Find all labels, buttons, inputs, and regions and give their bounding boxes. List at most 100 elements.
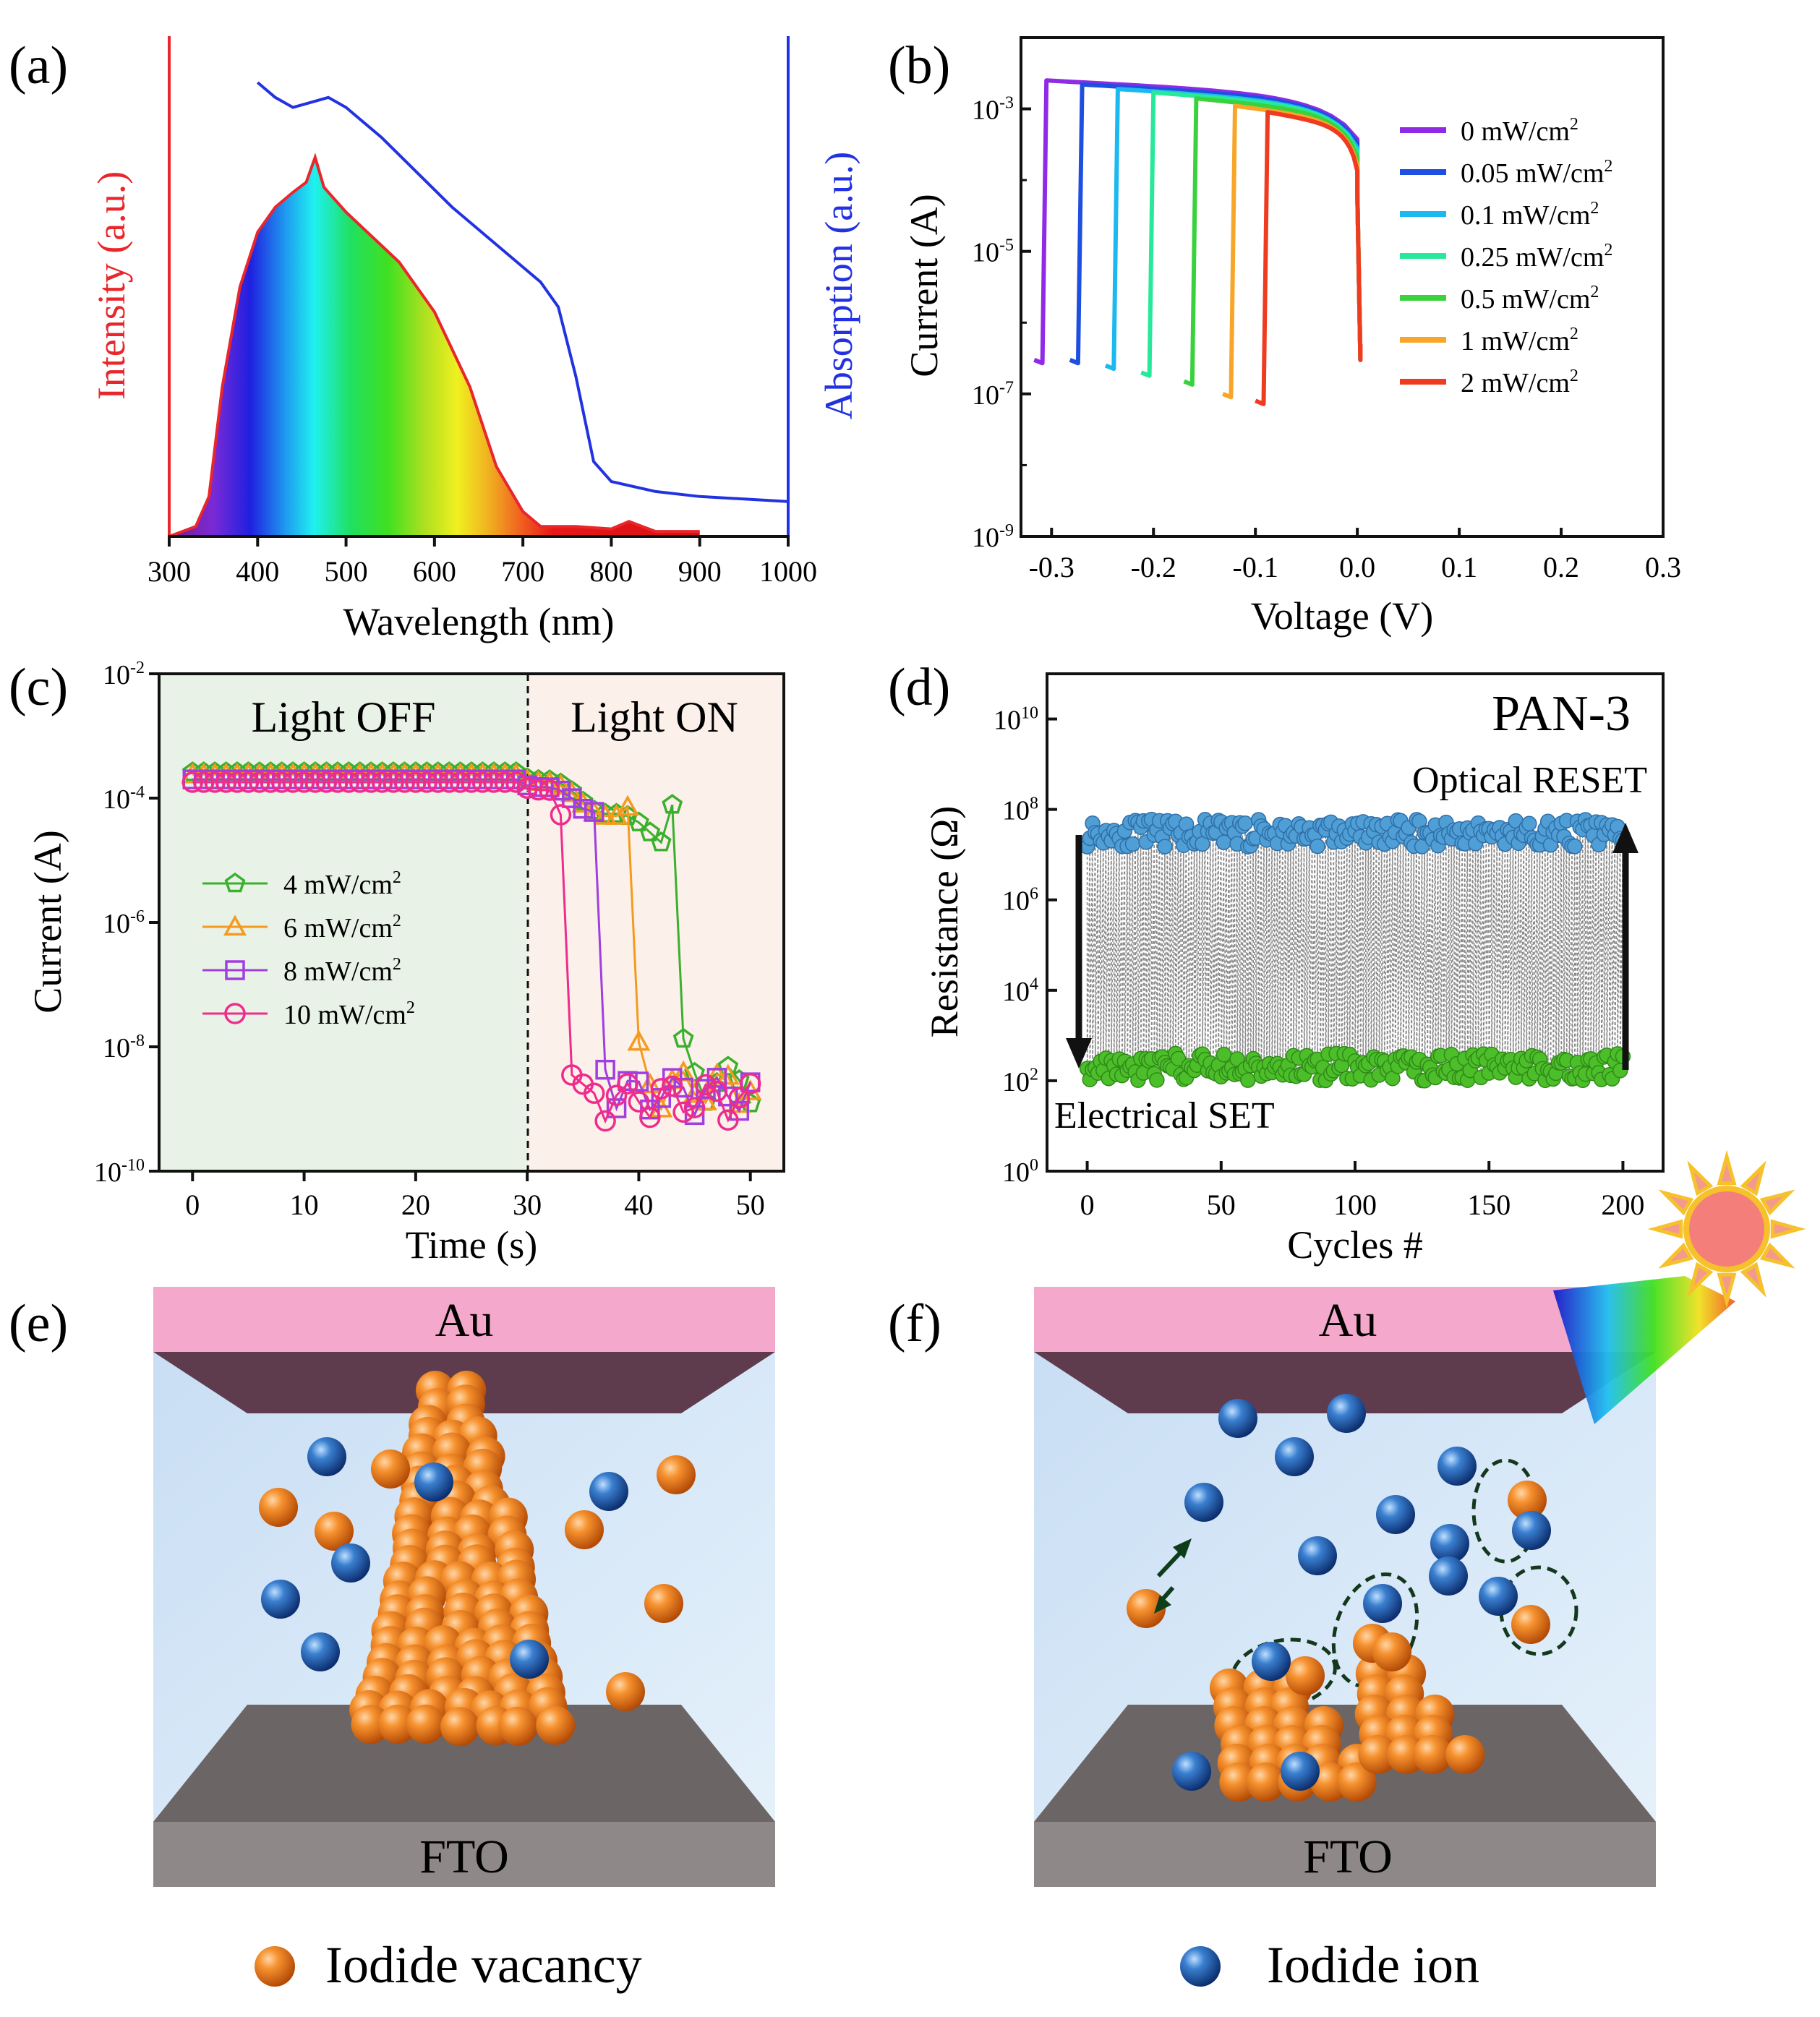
iodide-ion bbox=[261, 1580, 300, 1619]
data-marker-c bbox=[224, 1003, 246, 1024]
data-marker-c bbox=[371, 771, 393, 793]
iodide-vacancy bbox=[440, 1707, 480, 1747]
iodide-ion bbox=[1430, 1524, 1469, 1563]
x-tick-label-b: 0.0 bbox=[1339, 551, 1375, 583]
set-arrow bbox=[1066, 835, 1092, 1069]
data-marker-c bbox=[583, 1082, 605, 1104]
sun-icon bbox=[1683, 1186, 1770, 1272]
data-marker-c bbox=[327, 771, 349, 793]
panel-a: (a) 300 400 500 600 700 800 900 1000 Wavelength… bbox=[9, 36, 860, 643]
legend-label-b: 1 mW/cm2 bbox=[1461, 325, 1578, 356]
data-marker-c bbox=[606, 1098, 627, 1118]
data-marker-c bbox=[594, 803, 618, 825]
x-tick-label-a: 600 bbox=[413, 555, 456, 588]
optical-reset-label: Optical RESET bbox=[1412, 760, 1647, 801]
data-marker-c bbox=[650, 831, 672, 852]
y-axis-label-absorption: Absorption (a.u.) bbox=[817, 152, 860, 419]
panel-c: (c) Light OFF Light ON 0 10 20 30 40 50 10-10 1… bbox=[9, 658, 785, 1267]
data-marker-c bbox=[393, 771, 416, 793]
sun-ray bbox=[1658, 1189, 1694, 1216]
iodide-vacancy bbox=[371, 1449, 410, 1489]
iodide-ion bbox=[1512, 1511, 1551, 1550]
pairing-ellipse bbox=[1331, 1572, 1419, 1688]
iodide-vacancy bbox=[406, 1704, 445, 1744]
sun-ray bbox=[1770, 1219, 1806, 1239]
data-marker-c bbox=[673, 1077, 693, 1098]
panel-label-f: (f) bbox=[888, 1294, 941, 1353]
data-marker-c bbox=[672, 1027, 694, 1048]
data-marker-c bbox=[349, 771, 371, 793]
light-source-illustration bbox=[1553, 1149, 1806, 1424]
data-marker-c bbox=[505, 771, 527, 793]
iodide-vacancy bbox=[536, 1705, 576, 1745]
absorption-spectrum-line bbox=[257, 81, 789, 503]
data-marker-c bbox=[438, 771, 460, 793]
data-marker-c bbox=[293, 771, 315, 793]
data-marker-c bbox=[716, 1063, 740, 1085]
legend-label-c: 8 mW/cm2 bbox=[283, 955, 401, 987]
data-marker-c bbox=[662, 794, 683, 814]
intensity-spectrum-fill bbox=[169, 157, 700, 537]
legend-label-b: 0.25 mW/cm2 bbox=[1461, 241, 1612, 273]
light-off-label: Light OFF bbox=[251, 693, 435, 741]
iodide-vacancy bbox=[1337, 1763, 1377, 1802]
data-marker-c bbox=[304, 771, 326, 793]
data-marker-c bbox=[282, 771, 304, 793]
au-label-e: Au bbox=[435, 1294, 494, 1347]
sun-ray bbox=[1717, 1149, 1737, 1186]
x-tick-label-b: 0.2 bbox=[1543, 551, 1579, 583]
y-tick-label-d: 100 bbox=[1002, 1156, 1038, 1188]
hrs-point bbox=[1521, 815, 1537, 832]
data-marker-c bbox=[628, 1071, 649, 1092]
y-tick-label-b: 10-7 bbox=[972, 379, 1014, 411]
data-marker-c bbox=[605, 1084, 628, 1106]
x-tick-label-a: 1000 bbox=[759, 555, 817, 588]
ion-migration-arrow bbox=[1154, 1538, 1192, 1614]
iodide-vacancy bbox=[1511, 1605, 1550, 1644]
data-marker-c bbox=[315, 771, 338, 793]
y-tick-label-b: 10-3 bbox=[972, 93, 1014, 125]
x-tick-label-c: 40 bbox=[624, 1189, 653, 1221]
x-tick-label-b: -0.3 bbox=[1029, 551, 1075, 583]
iodide-ion bbox=[331, 1543, 370, 1583]
x-tick-label-a: 400 bbox=[236, 555, 279, 588]
iodide-vacancy bbox=[498, 1706, 538, 1746]
data-marker-c bbox=[661, 1075, 683, 1097]
iodide-vacancy bbox=[1358, 1735, 1398, 1774]
x-tick-label-b: 0.3 bbox=[1645, 551, 1681, 583]
data-marker-c bbox=[617, 1073, 638, 1095]
legend-label-c: 6 mW/cm2 bbox=[283, 912, 401, 943]
iv-curve-1 bbox=[1221, 103, 1363, 400]
data-marker-c bbox=[627, 1029, 651, 1051]
data-marker-c bbox=[695, 1074, 717, 1096]
lrs-point bbox=[1240, 1072, 1256, 1088]
x-tick-label-c: 50 bbox=[736, 1189, 765, 1221]
data-marker-c bbox=[260, 771, 282, 793]
data-marker-c bbox=[181, 761, 203, 781]
x-tick-label-d: 0 bbox=[1080, 1189, 1095, 1221]
iodide-ion bbox=[301, 1632, 340, 1671]
data-marker-c bbox=[639, 821, 661, 842]
x-tick-label-d: 100 bbox=[1333, 1189, 1377, 1221]
data-marker-c bbox=[672, 1101, 694, 1123]
iv-curve-0.5 bbox=[1183, 96, 1363, 387]
legend-label-b: 0.1 mW/cm2 bbox=[1461, 199, 1599, 231]
x-tick-label-a: 700 bbox=[501, 555, 544, 588]
iodide-vacancy bbox=[377, 1704, 417, 1744]
iodide-vacancy bbox=[1246, 1763, 1286, 1802]
legend-label-b: 0.05 mW/cm2 bbox=[1461, 157, 1612, 189]
data-marker-c bbox=[226, 771, 248, 793]
au-electrode-f bbox=[1034, 1287, 1656, 1352]
lrs-point bbox=[1170, 1050, 1187, 1067]
sun-rays bbox=[1647, 1149, 1806, 1309]
cycle-switching-lines bbox=[1086, 819, 1624, 1081]
x-tick-label-d: 150 bbox=[1467, 1189, 1511, 1221]
y-tick-label-d: 104 bbox=[1002, 975, 1038, 1007]
data-marker-c bbox=[616, 795, 639, 816]
fto-label-e: FTO bbox=[419, 1830, 509, 1883]
sun-ray bbox=[1658, 1242, 1694, 1269]
panel-label-c: (c) bbox=[9, 658, 68, 717]
data-marker-c bbox=[706, 1068, 727, 1088]
data-marker-c bbox=[471, 771, 494, 793]
